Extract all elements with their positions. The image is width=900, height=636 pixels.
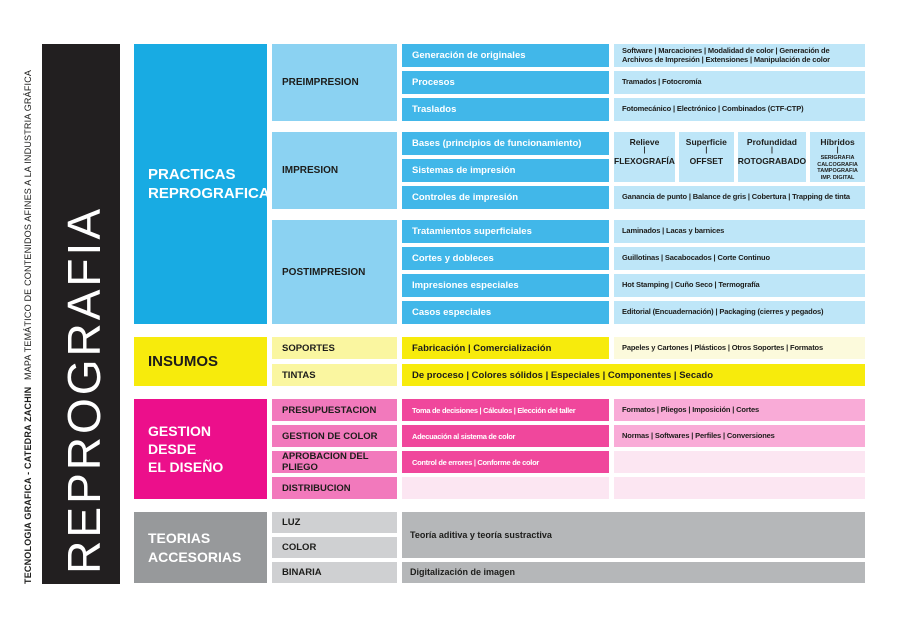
detail-procesos: Tramados | Fotocromía (614, 71, 865, 94)
divider: | (836, 147, 839, 154)
detail-generacion-originales: Software | Marcaciones | Modalidad de co… (614, 44, 865, 67)
divider: | (643, 147, 646, 154)
detail-cortes-dobleces: Guillotinas | Sacabocados | Corte Contin… (614, 247, 865, 270)
system-name: SERIGRAFIA CALCOGRAFIA TAMPOGRAFIA IMP. … (817, 154, 858, 182)
detail-presupuestacion: Formatos | Pliegos | Imposición | Cortes (614, 399, 865, 421)
row-label-presupuestacion: PRESUPUESTACION (272, 399, 397, 421)
topic-cortes-dobleces: Cortes y dobleces (402, 247, 609, 270)
divider: | (770, 147, 773, 154)
credit-course: TECNOLOGIA GRAFICA - CATEDRA ZACHIN (23, 386, 33, 584)
row-label-luz: LUZ (272, 512, 397, 533)
detail-gestion-de-color: Normas | Softwares | Perfiles | Conversi… (614, 425, 865, 447)
system-name: FLEXOGRAFÍA (614, 155, 675, 166)
topic-soportes: Fabricación | Comercialización (402, 337, 609, 359)
row-label-aprobacion-del-pliego: APROBACION DEL PLIEGO (272, 451, 397, 473)
empty-cell (402, 477, 609, 499)
category-gestion: GESTION DESDE EL DISEÑO (134, 399, 267, 499)
printing-systems-grid: Relieve | FLEXOGRAFÍA Superficie | OFFSE… (614, 132, 865, 183)
detail-controles-impresion: Ganancia de punto | Balance de gris | Co… (614, 186, 865, 209)
topic-procesos: Procesos (402, 71, 609, 94)
detail-soportes: Papeles y Cartones | Plásticos | Otros S… (614, 337, 865, 359)
poster-title: REPROGRAFIA (58, 206, 110, 574)
row-label-tintas: TINTAS (272, 364, 397, 386)
category-practicas-reprograficas: PRACTICAS REPROGRAFICAS (134, 44, 280, 324)
practicas-groups: PREIMPRESION Generación de originales So… (272, 44, 865, 324)
group-impresion: IMPRESION Bases (principios de funcionam… (272, 132, 865, 209)
topic-casos-especiales: Casos especiales (402, 301, 609, 324)
topic-traslados: Traslados (402, 98, 609, 121)
empty-cell (614, 451, 865, 473)
empty-cell (614, 477, 865, 499)
group-postimpresion: POSTIMPRESION Tratamientos superficiales… (272, 220, 865, 324)
credit-vertical-text: TECNOLOGIA GRAFICA - CATEDRA ZACHIN MAPA… (20, 44, 36, 584)
detail-traslados: Fotomecánico | Electrónico | Combinados … (614, 98, 865, 121)
row-label-distribucion: DISTRIBUCION (272, 477, 397, 499)
system-offset: Superficie | OFFSET (678, 132, 734, 183)
detail-teoria-aditiva-sustractiva: Teoría aditiva y teoría sustractiva (402, 512, 865, 558)
divider: | (705, 147, 708, 154)
system-category: Relieve (629, 137, 660, 147)
section-teorias-accesorias: TEORIAS ACCESORIAS LUZ COLOR BINARIA Teo… (134, 512, 865, 583)
section-insumos: INSUMOS SOPORTES Fabricación | Comercial… (134, 337, 865, 386)
group-label-preimpresion: PREIMPRESION (272, 44, 397, 121)
row-label-soportes: SOPORTES (272, 337, 397, 359)
topic-presupuestacion: Toma de decisiones | Cálculos | Elección… (402, 399, 609, 421)
system-name: OFFSET (689, 155, 724, 166)
system-category: Superficie (685, 137, 727, 147)
topic-generacion-originales: Generación de originales (402, 44, 609, 67)
detail-digitalizacion-imagen: Digitalización de imagen (402, 562, 865, 583)
topic-tintas: De proceso | Colores sólidos | Especiale… (402, 364, 865, 386)
system-flexografia: Relieve | FLEXOGRAFÍA (614, 132, 675, 183)
topic-controles-impresion: Controles de impresión (402, 186, 609, 209)
system-category: Profundidad (746, 137, 797, 147)
category-teorias: TEORIAS ACCESORIAS (134, 512, 267, 583)
group-label-impresion: IMPRESION (272, 132, 397, 209)
category-insumos: INSUMOS (134, 337, 267, 386)
row-label-binaria: BINARIA (272, 562, 397, 583)
group-preimpresion: PREIMPRESION Generación de originales So… (272, 44, 865, 121)
detail-casos-especiales: Editorial (Encuadernación) | Packaging (… (614, 301, 865, 324)
topic-aprobacion-del-pliego: Control de errores | Conforme de color (402, 451, 609, 473)
system-category: Híbridos (820, 137, 855, 147)
topic-sistemas-impresion: Sistemas de impresión (402, 159, 609, 182)
group-label-postimpresion: POSTIMPRESION (272, 220, 397, 324)
section-practicas-reprograficas: PRACTICAS REPROGRAFICAS PREIMPRESION Gen… (134, 44, 865, 324)
row-label-color: COLOR (272, 537, 397, 558)
system-hibridos: Híbridos | SERIGRAFIA CALCOGRAFIA TAMPOG… (810, 132, 865, 183)
detail-tratamientos-superficiales: Laminados | Lacas y barnices (614, 220, 865, 243)
title-bar: REPROGRAFIA (42, 44, 120, 584)
credit-subtitle: MAPA TEMÁTICO DE CONTENIDOS AFINES A LA … (23, 69, 33, 380)
system-name: ROTOGRABADO (737, 155, 807, 166)
system-rotograbado: Profundidad | ROTOGRABADO (737, 132, 807, 183)
section-gestion-desde-el-diseno: GESTION DESDE EL DISEÑO PRESUPUESTACION … (134, 399, 865, 499)
topic-gestion-de-color: Adecuación al sistema de color (402, 425, 609, 447)
concept-map: PRACTICAS REPROGRAFICAS PREIMPRESION Gen… (134, 44, 865, 583)
detail-impresiones-especiales: Hot Stamping | Cuño Seco | Termografía (614, 274, 865, 297)
topic-bases: Bases (principios de funcionamiento) (402, 132, 609, 155)
topic-impresiones-especiales: Impresiones especiales (402, 274, 609, 297)
topic-tratamientos-superficiales: Tratamientos superficiales (402, 220, 609, 243)
row-label-gestion-de-color: GESTION DE COLOR (272, 425, 397, 447)
